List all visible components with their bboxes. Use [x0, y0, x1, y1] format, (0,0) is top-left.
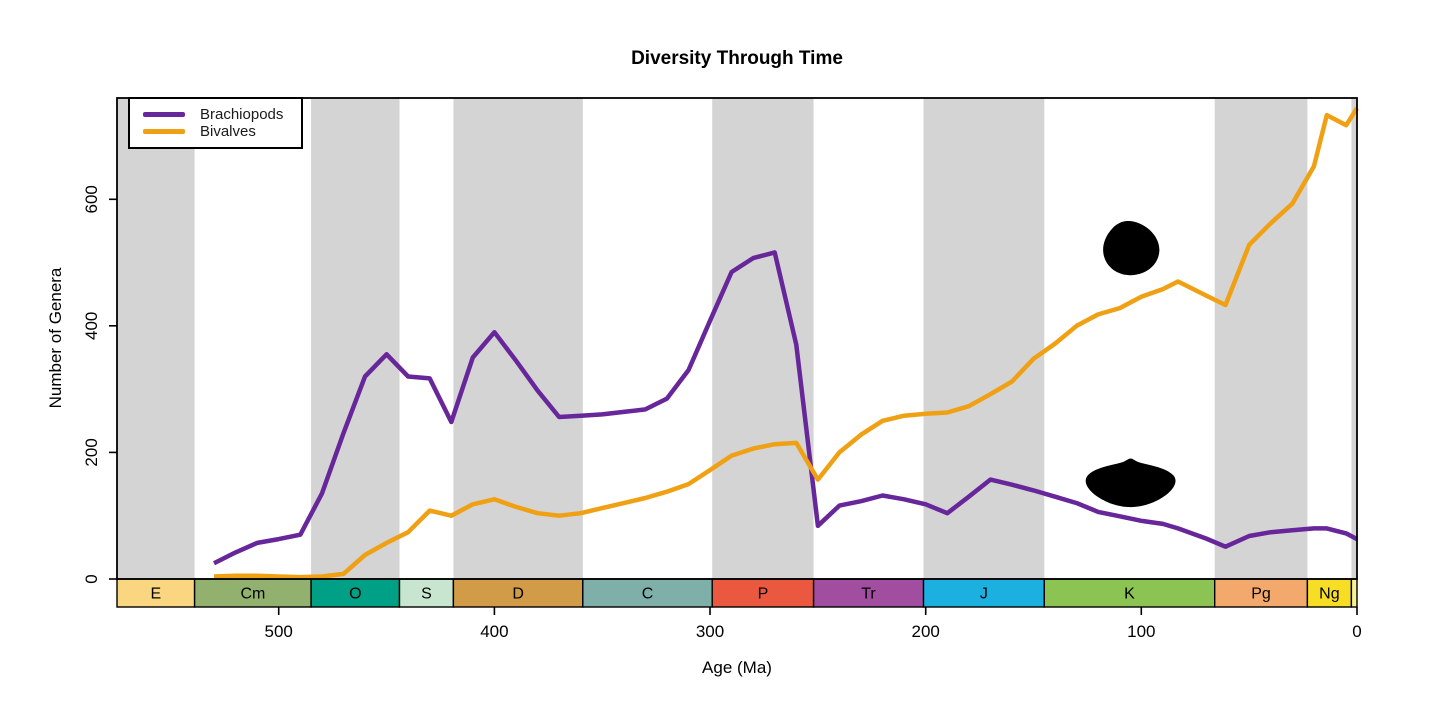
stripe-Pg — [1214, 98, 1308, 579]
x-tick-label: 100 — [1127, 622, 1155, 641]
brachiopods-line-swatch — [143, 112, 185, 117]
period-label-D: D — [512, 586, 524, 603]
stripe-J — [923, 98, 1045, 579]
period-label-J: J — [980, 586, 988, 603]
period-label-O: O — [349, 586, 361, 603]
y-tick-label: 0 — [82, 574, 101, 583]
period-label-Ng: Ng — [1319, 586, 1339, 603]
stripe-D — [453, 98, 583, 579]
stripe-Q — [1351, 98, 1357, 579]
plot-border — [116, 97, 1358, 580]
period-Ng — [1306, 578, 1353, 608]
legend-label: Bivalves — [200, 123, 256, 140]
x-tick-label: 400 — [480, 622, 508, 641]
x-axis-label: Age (Ma) — [702, 658, 772, 677]
legend-item-bivalves: Bivalves — [143, 123, 283, 140]
stripe-O — [311, 98, 400, 579]
period-label-Cm: Cm — [240, 586, 265, 603]
x-tick-label: 300 — [696, 622, 724, 641]
y-axis-label: Number of Genera — [46, 267, 65, 409]
period-P — [711, 578, 815, 608]
period-label-C: C — [642, 586, 654, 603]
period-label-Tr: Tr — [861, 586, 876, 603]
x-tick-label: 200 — [912, 622, 940, 641]
brachiopods-line — [212, 250, 1359, 566]
y-tick-label: 200 — [82, 438, 101, 466]
x-tick-label: 0 — [1352, 622, 1361, 641]
period-label-P: P — [758, 586, 769, 603]
period-label-S: S — [421, 586, 432, 603]
period-label-K: K — [1124, 586, 1135, 603]
period-label-Pg: Pg — [1251, 586, 1271, 603]
legend-item-brachiopods: Brachiopods — [143, 106, 283, 123]
y-tick-label: 600 — [82, 185, 101, 213]
period-Pg — [1213, 578, 1309, 608]
period-K — [1043, 578, 1216, 608]
legend: Brachiopods Bivalves — [128, 97, 304, 149]
legend-label: Brachiopods — [200, 106, 284, 123]
period-Q — [1350, 578, 1358, 608]
bivalve-silhouette — [1103, 221, 1160, 276]
y-tick-label: 400 — [82, 312, 101, 340]
x-tick-label: 500 — [265, 622, 293, 641]
bivalves-line-swatch — [143, 129, 185, 134]
bivalves-line — [213, 106, 1359, 580]
period-label-E: E — [150, 586, 161, 603]
chart-title: Diversity Through Time — [631, 48, 843, 69]
period-C — [582, 578, 713, 608]
stripe-E — [117, 98, 195, 579]
brachiopod-silhouette — [1085, 458, 1176, 508]
stripe-P — [712, 98, 814, 579]
period-O — [310, 578, 401, 608]
